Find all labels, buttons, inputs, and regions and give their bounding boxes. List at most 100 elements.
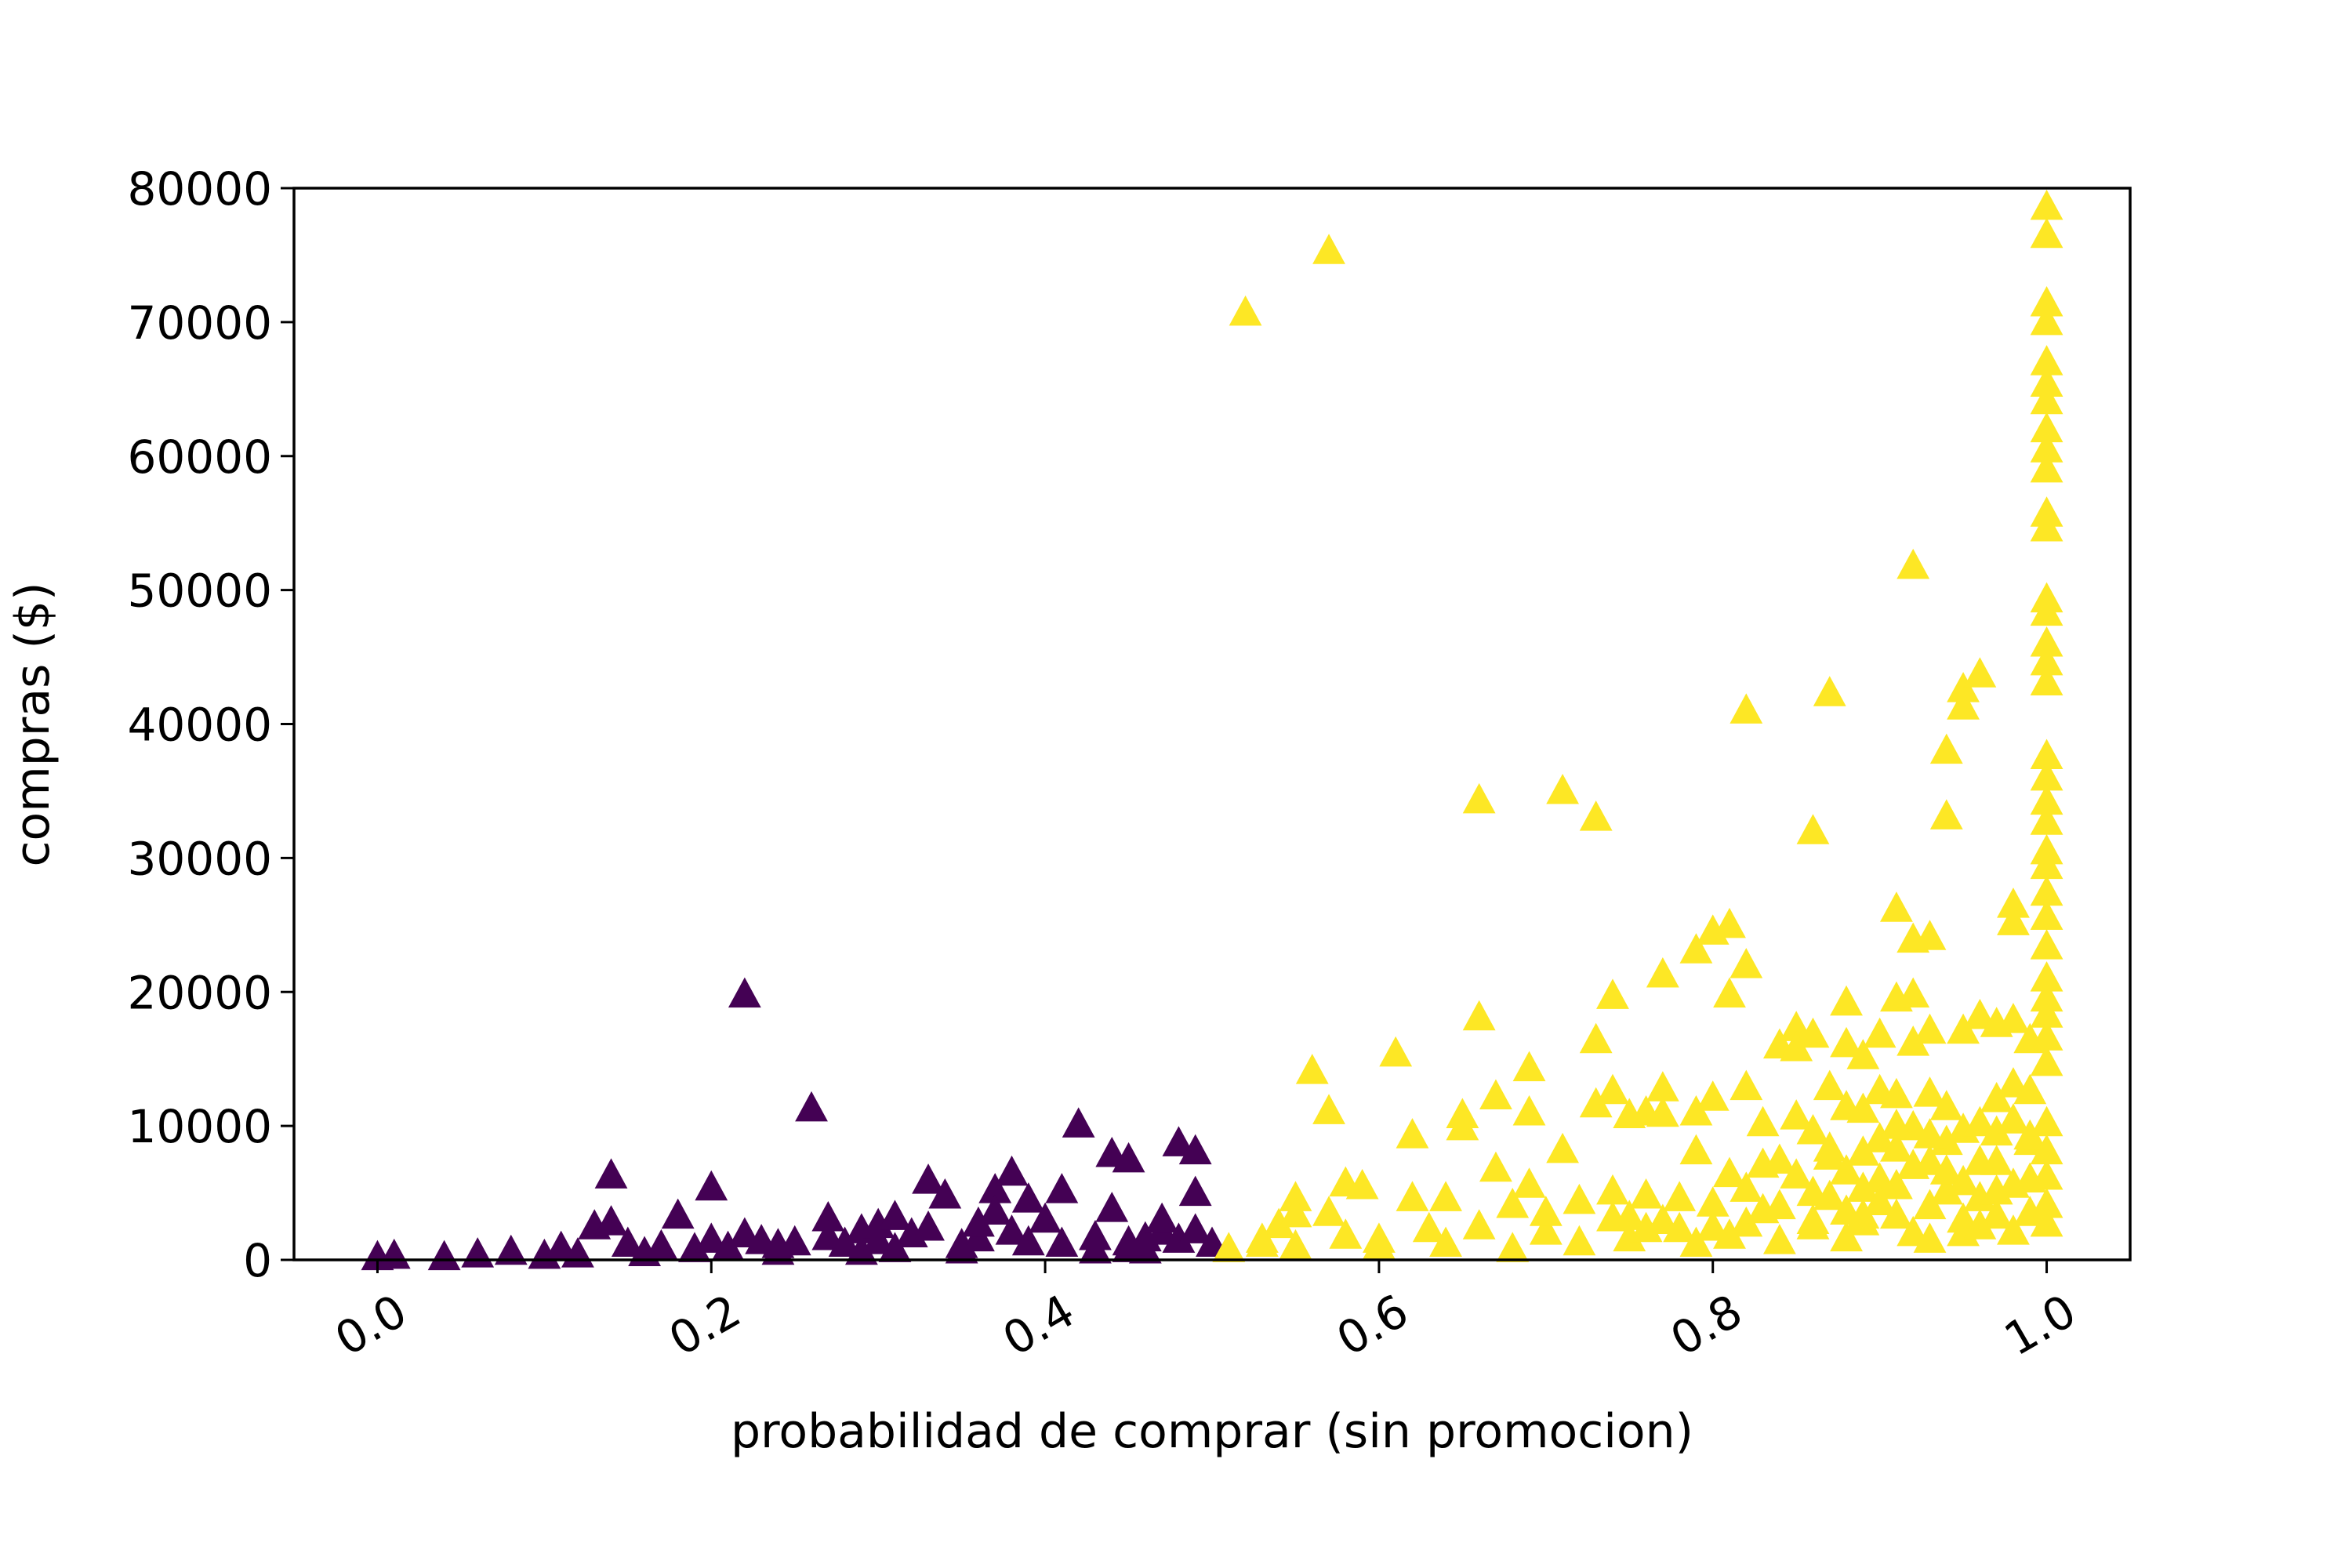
data-point xyxy=(1813,1139,1846,1170)
data-point xyxy=(2030,432,2063,463)
data-point xyxy=(1245,1226,1279,1257)
data-point xyxy=(1629,1211,1663,1243)
data-point xyxy=(2013,1196,2047,1226)
data-point xyxy=(728,977,761,1008)
data-point xyxy=(1312,1094,1345,1124)
data-point xyxy=(2030,784,2063,815)
data-point xyxy=(1813,676,1846,706)
data-point xyxy=(1112,1142,1145,1173)
data-point xyxy=(2030,997,2063,1028)
data-point xyxy=(1646,1096,1679,1127)
data-point xyxy=(1529,1196,1563,1226)
data-point xyxy=(2030,452,2063,483)
data-point xyxy=(1880,1131,1913,1162)
data-point xyxy=(1462,782,1496,814)
data-point xyxy=(844,1234,878,1265)
data-point xyxy=(1997,1214,2030,1245)
data-point xyxy=(1730,1206,1763,1237)
data-point xyxy=(1896,548,1930,579)
data-point xyxy=(2013,1119,2047,1150)
data-point xyxy=(1980,1198,2013,1229)
data-point xyxy=(1730,948,1763,978)
data-point xyxy=(2030,739,2063,770)
data-point xyxy=(1178,1134,1212,1165)
data-point xyxy=(1295,1054,1329,1084)
data-point xyxy=(1980,1174,2013,1205)
data-point xyxy=(1863,1017,1896,1048)
data-point xyxy=(1813,1069,1846,1101)
data-point xyxy=(1846,1039,1880,1069)
data-point xyxy=(962,1206,995,1237)
data-point xyxy=(1713,1156,1746,1188)
data-point xyxy=(594,1205,628,1236)
data-point xyxy=(1846,1135,1880,1166)
data-point xyxy=(1947,1164,1980,1196)
data-point xyxy=(1312,1196,1345,1226)
data-point xyxy=(711,1230,745,1261)
data-point xyxy=(878,1200,912,1230)
data-point xyxy=(995,1155,1029,1186)
data-point xyxy=(778,1225,811,1256)
data-point xyxy=(1679,1226,1713,1257)
data-point xyxy=(1762,1143,1796,1174)
data-point xyxy=(1162,1222,1196,1253)
data-point xyxy=(2030,848,2063,880)
data-point xyxy=(427,1240,461,1271)
data-point xyxy=(2030,1020,2063,1051)
data-point xyxy=(594,1158,628,1189)
data-point xyxy=(1880,1077,1913,1109)
data-point xyxy=(1730,1171,1763,1202)
data-point xyxy=(1880,891,1913,922)
data-point xyxy=(2030,383,2063,415)
data-point xyxy=(2030,644,2063,676)
data-point xyxy=(1813,1179,1846,1210)
data-point xyxy=(1112,1225,1145,1256)
y-tick-label: 30000 xyxy=(127,832,272,885)
data-point xyxy=(2030,285,2063,317)
data-point xyxy=(1780,1099,1813,1130)
data-point xyxy=(2030,412,2063,443)
data-point xyxy=(2013,1162,2047,1192)
data-point xyxy=(1429,1181,1462,1211)
data-point xyxy=(1646,957,1679,988)
data-point xyxy=(1780,1158,1813,1189)
data-point xyxy=(678,1232,711,1262)
data-point xyxy=(978,1194,1012,1225)
data-point xyxy=(1613,1221,1646,1252)
data-point xyxy=(1947,1013,1980,1044)
data-point xyxy=(1913,1076,1947,1107)
data-point xyxy=(695,1222,728,1253)
data-point xyxy=(1846,1198,1880,1229)
data-point xyxy=(1379,1036,1413,1067)
x-tick-label: 0.2 xyxy=(660,1284,750,1367)
data-point xyxy=(1479,1151,1512,1182)
data-point xyxy=(1512,1051,1546,1082)
data-point xyxy=(1997,1003,2030,1033)
data-point xyxy=(995,1214,1029,1245)
data-point xyxy=(1045,1173,1079,1203)
data-point xyxy=(2030,345,2063,376)
data-point xyxy=(761,1234,795,1265)
data-point xyxy=(1896,1149,1930,1179)
data-point xyxy=(1880,1198,1913,1229)
data-point xyxy=(1796,1017,1830,1048)
data-point xyxy=(1913,1118,1947,1149)
data-point xyxy=(2030,1045,2063,1076)
y-axis-label: compras ($) xyxy=(5,583,60,867)
data-point xyxy=(1462,1209,1496,1240)
y-tick-label: 80000 xyxy=(127,162,272,216)
data-point xyxy=(1629,1178,1663,1209)
data-point xyxy=(1279,1196,1312,1228)
x-tick-label: 0.6 xyxy=(1328,1284,1417,1367)
data-point xyxy=(1863,1185,1896,1216)
data-point xyxy=(1746,1105,1780,1137)
data-point xyxy=(862,1207,895,1239)
data-point xyxy=(1045,1226,1079,1257)
data-point xyxy=(1713,977,1746,1008)
y-tick-label: 0 xyxy=(243,1234,272,1287)
data-point xyxy=(611,1226,644,1257)
data-point xyxy=(2030,1105,2063,1137)
data-point xyxy=(1579,800,1613,831)
data-point xyxy=(1512,1095,1546,1126)
y-tick-label: 20000 xyxy=(127,966,272,1019)
